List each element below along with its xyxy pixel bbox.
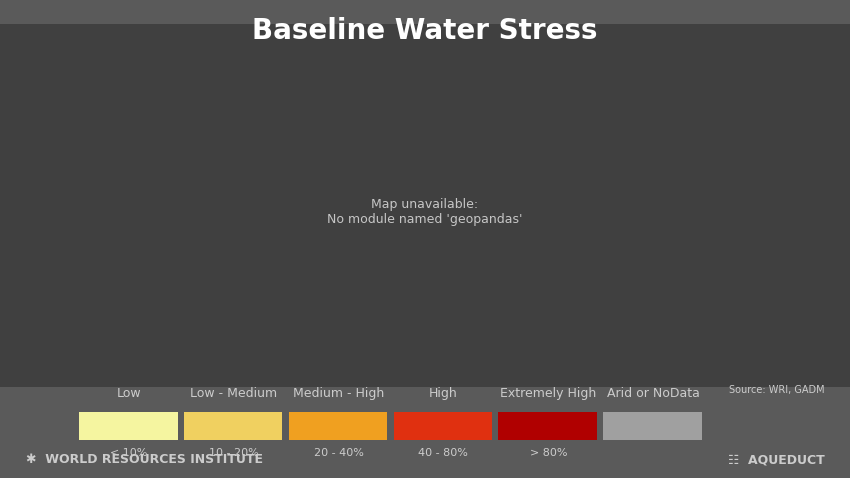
Text: High: High <box>429 387 458 400</box>
Text: Map unavailable:
No module named 'geopandas': Map unavailable: No module named 'geopan… <box>327 198 523 226</box>
Text: 10 - 20%: 10 - 20% <box>209 447 258 457</box>
Text: > 80%: > 80% <box>530 447 567 457</box>
Bar <box>289 412 388 440</box>
Text: 20 - 40%: 20 - 40% <box>314 447 364 457</box>
Text: ✱  WORLD RESOURCES INSTITUTE: ✱ WORLD RESOURCES INSTITUTE <box>26 453 263 466</box>
Bar <box>604 412 702 440</box>
Text: Low - Medium: Low - Medium <box>190 387 277 400</box>
Text: ☷  AQUEDUCT: ☷ AQUEDUCT <box>728 453 824 466</box>
Text: Baseline Water Stress: Baseline Water Stress <box>252 17 598 45</box>
Bar <box>498 412 597 440</box>
Bar <box>184 412 282 440</box>
Bar <box>79 412 178 440</box>
Text: Medium - High: Medium - High <box>293 387 384 400</box>
Text: Low: Low <box>116 387 141 400</box>
Text: Source: WRI, GADM: Source: WRI, GADM <box>728 385 824 395</box>
Text: 40 - 80%: 40 - 80% <box>418 447 468 457</box>
Text: Arid or NoData: Arid or NoData <box>607 387 700 400</box>
Bar <box>394 412 492 440</box>
Text: < 10%: < 10% <box>110 447 148 457</box>
Text: Extremely High: Extremely High <box>500 387 597 400</box>
